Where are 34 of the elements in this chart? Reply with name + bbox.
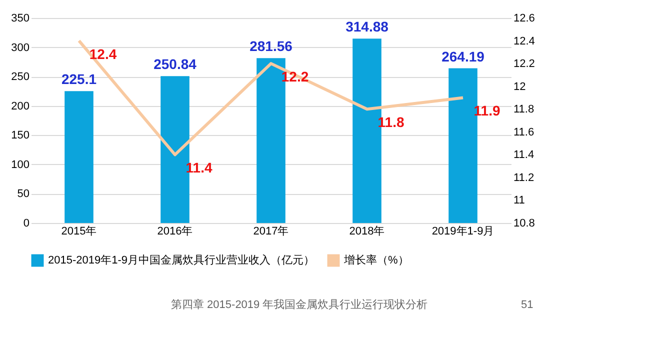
y-tick-label: 350 xyxy=(11,12,30,24)
data-label: 314.88 xyxy=(346,18,389,35)
text: 第四章 2015-2019 年我国金属炊具行业运行现状分析 xyxy=(171,298,428,311)
y2-tick-label: 12 xyxy=(514,80,526,93)
y-tick-label: 200 xyxy=(11,100,30,112)
y2-tick-label: 11.2 xyxy=(514,172,534,184)
y-tick-label: 0 xyxy=(23,218,30,230)
text: 51 xyxy=(521,299,534,311)
y2-tick-label: 12.6 xyxy=(514,12,535,24)
y2-tick-label: 12.2 xyxy=(514,58,535,70)
data-label: 281.56 xyxy=(250,38,293,54)
x-tick-label: 2019年1-9月 xyxy=(432,226,494,238)
y2-tick-label: 11.4 xyxy=(514,149,534,162)
y2-tick-label: 11.8 xyxy=(514,104,534,116)
y-tick-label: 100 xyxy=(11,158,30,171)
data-label: 12.4 xyxy=(89,46,117,62)
data-label: 250.84 xyxy=(154,56,197,72)
data-label: 225.1 xyxy=(61,71,97,88)
y-tick-label: 150 xyxy=(11,130,30,142)
y2-tick-label: 11 xyxy=(514,194,525,207)
y2-tick-label: 12.4 xyxy=(514,35,535,48)
y-tick-label: 50 xyxy=(17,188,30,200)
x-tick-label: 2017年 xyxy=(253,226,289,238)
x-tick-label: 2015年 xyxy=(61,226,97,238)
x-tick-label: 2018年 xyxy=(349,226,385,238)
y2-tick-label: 10.8 xyxy=(514,218,535,230)
x-tick-label: 2016年 xyxy=(157,226,193,238)
y-tick-label: 300 xyxy=(11,42,30,54)
legend-label: 增长率（%） xyxy=(343,254,409,267)
legend-label: 2015-2019年1-9月中国金属炊具行业营业收入（亿元） xyxy=(48,254,315,267)
y-tick-label: 250 xyxy=(11,71,30,84)
data-label: 264.19 xyxy=(442,48,485,64)
y2-tick-label: 11.6 xyxy=(514,126,534,138)
bar xyxy=(64,91,94,223)
